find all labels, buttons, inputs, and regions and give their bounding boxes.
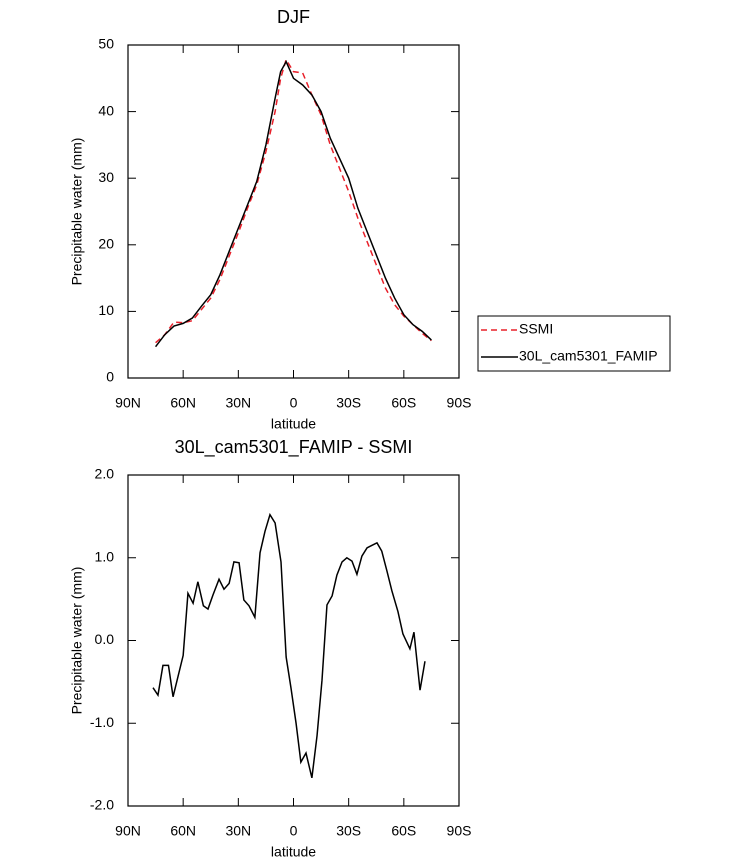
- legend-box: [477, 315, 671, 372]
- y-tick-label: 0.0: [95, 631, 115, 647]
- plot-frame: [127, 44, 460, 379]
- x-tick-label: 30N: [225, 823, 251, 839]
- y-tick-label: 20: [98, 236, 114, 252]
- y-tick-label: 10: [98, 302, 114, 318]
- y-tick-label: 1.0: [95, 548, 115, 564]
- y-axis-label: Precipitable water (mm): [69, 138, 85, 286]
- x-tick-label: 90N: [115, 823, 141, 839]
- y-tick-label: 30: [98, 169, 114, 185]
- x-tick-label: 90N: [115, 395, 141, 411]
- x-axis-label: latitude: [271, 416, 316, 432]
- plot-frame: [127, 474, 460, 807]
- x-tick-label: 90S: [447, 823, 472, 839]
- data-line: [154, 59, 432, 348]
- x-axis-label: latitude: [271, 844, 316, 860]
- chart-title: 30L_cam5301_FAMIP - SSMI: [175, 437, 413, 458]
- x-tick-label: 30S: [336, 395, 361, 411]
- chart-title: DJF: [277, 7, 310, 27]
- y-tick-label: 40: [98, 102, 114, 118]
- legend-label: SSMI: [519, 321, 553, 337]
- y-tick-label: 50: [98, 36, 114, 52]
- x-tick-label: 90S: [447, 395, 472, 411]
- data-line: [152, 512, 426, 779]
- y-tick-label: -1.0: [90, 714, 114, 730]
- x-tick-label: 60S: [391, 823, 416, 839]
- x-tick-label: 0: [290, 823, 298, 839]
- data-line: [155, 57, 432, 344]
- y-tick-label: 2.0: [95, 466, 115, 482]
- x-tick-label: 30N: [225, 395, 251, 411]
- x-tick-label: 60S: [391, 395, 416, 411]
- x-tick-label: 60N: [170, 823, 196, 839]
- y-axis-label: Precipitable water (mm): [69, 567, 85, 715]
- legend-label: 30L_cam5301_FAMIP: [519, 348, 658, 364]
- x-tick-label: 30S: [336, 823, 361, 839]
- y-tick-label: -2.0: [90, 797, 114, 813]
- x-tick-label: 60N: [170, 395, 196, 411]
- x-tick-label: 0: [290, 395, 298, 411]
- y-tick-label: 0: [106, 369, 114, 385]
